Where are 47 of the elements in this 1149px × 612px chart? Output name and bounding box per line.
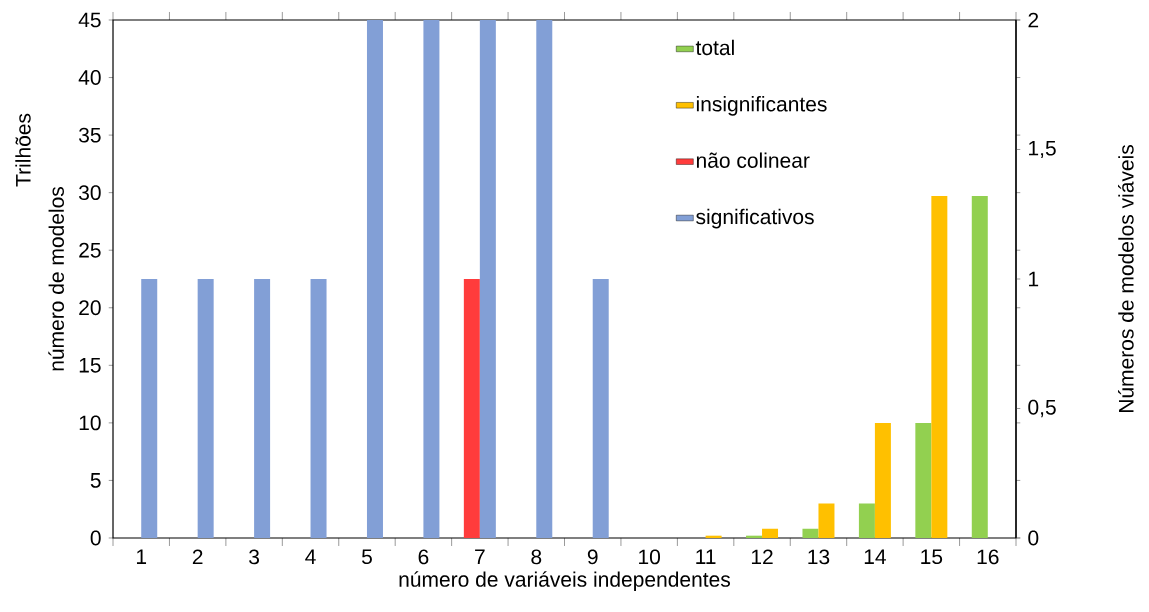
bar [858,503,875,538]
x-tick-label: 6 [418,549,429,565]
legend-label: significativos [696,208,814,229]
bar [931,196,948,538]
y-tick-label: 30 [78,185,101,201]
text: Trilhões [15,113,31,187]
y-tick-label: 0 [90,530,101,546]
y2-axis-title: Números de modelos viáveis [1118,145,1134,413]
y-tick-label: 20 [79,300,101,316]
x-tick-label: 4 [305,549,316,564]
bar [818,503,835,538]
x-axis-title: número de variáveis independentes [399,571,731,592]
y-tick-label: 25 [79,242,101,258]
bar [915,422,932,538]
y-tick-label: 5 [90,473,101,488]
x-tick-label: 11 [696,549,716,564]
x-tick-label: 13 [808,549,830,565]
legend-label: não colinear [696,152,810,168]
x-tick-label: 12 [751,549,773,565]
x-tick-label: 10 [639,549,661,565]
x-tick-label: 14 [864,549,886,564]
x-tick-label: 1 [136,549,147,564]
x-tick-label: 9 [587,549,598,565]
y-tick-label: 35 [78,127,101,143]
legend-label: insignificantes [696,96,827,116]
x-tick-label: 5 [361,549,372,565]
bar [971,196,988,538]
x-tick-label: 15 [921,549,943,565]
y2-tick-label: 1 [1029,271,1039,287]
bar [762,528,779,538]
y2-tick-label: 2 [1028,12,1039,28]
bar [802,528,819,538]
x-tick-label: 7 [475,549,485,564]
x-tick-label: 2 [192,549,203,565]
y2-tick-label: 1,5 [1029,140,1056,159]
y-tick-label: 45 [78,12,101,28]
x-tick-label: 16 [977,549,999,565]
y2-tick-label: 0,5 [1028,399,1056,418]
bar [874,422,891,538]
y-tick-label: 10 [79,415,101,431]
y-tick-label: 15 [79,358,101,373]
x-tick-label: 3 [249,549,260,565]
legend-label: total [695,39,734,56]
y-tick-label: 40 [78,70,101,85]
y2-tick-label: 0 [1028,530,1039,546]
y-axis-title: número de modelos [48,187,64,371]
x-tick-label: 8 [531,549,542,565]
